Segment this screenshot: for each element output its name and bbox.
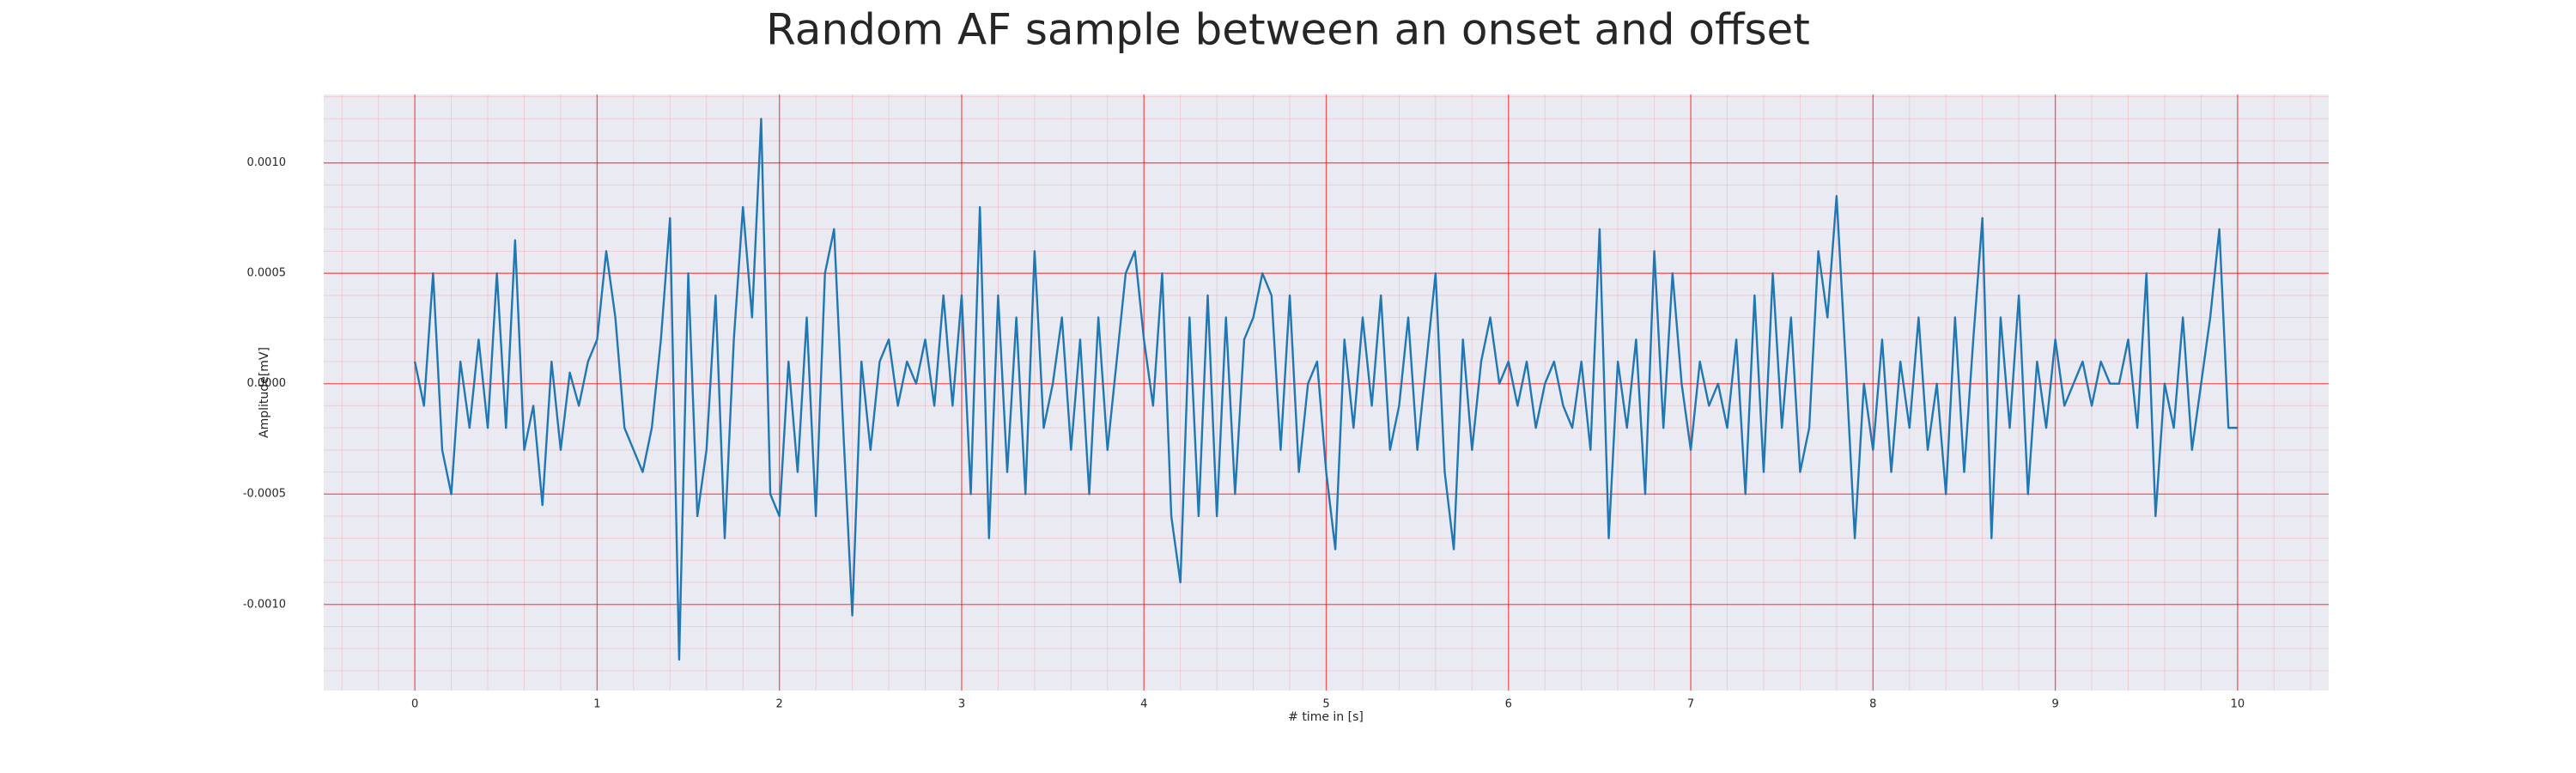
- x-tick-label: 8: [1869, 698, 1876, 711]
- y-tick-label: 0.0005: [247, 267, 287, 280]
- x-tick-label: 10: [2231, 698, 2245, 711]
- y-tick-label: -0.0005: [243, 488, 286, 501]
- y-axis-label: Amplitude[mV]: [258, 347, 271, 438]
- x-tick-label: 3: [958, 698, 965, 711]
- chart-title: Random AF sample between an onset and of…: [766, 5, 1810, 55]
- x-tick-label: 0: [411, 698, 418, 711]
- x-tick-label: 2: [776, 698, 783, 711]
- data-line: [413, 118, 2238, 661]
- x-tick-label: 1: [593, 698, 600, 711]
- x-tick-label: 4: [1140, 698, 1147, 711]
- x-tick-label: 7: [1687, 698, 1694, 711]
- grid: [324, 94, 2329, 691]
- y-tick-label: 0.0010: [247, 156, 287, 169]
- y-tick-label: 0.0000: [247, 377, 287, 390]
- x-tick-label: 9: [2051, 698, 2058, 711]
- x-tick-label: 5: [1322, 698, 1329, 711]
- x-tick-label: 6: [1505, 698, 1512, 711]
- x-axis-label: # time in [s]: [1288, 710, 1364, 724]
- y-tick-label: -0.0010: [243, 598, 286, 611]
